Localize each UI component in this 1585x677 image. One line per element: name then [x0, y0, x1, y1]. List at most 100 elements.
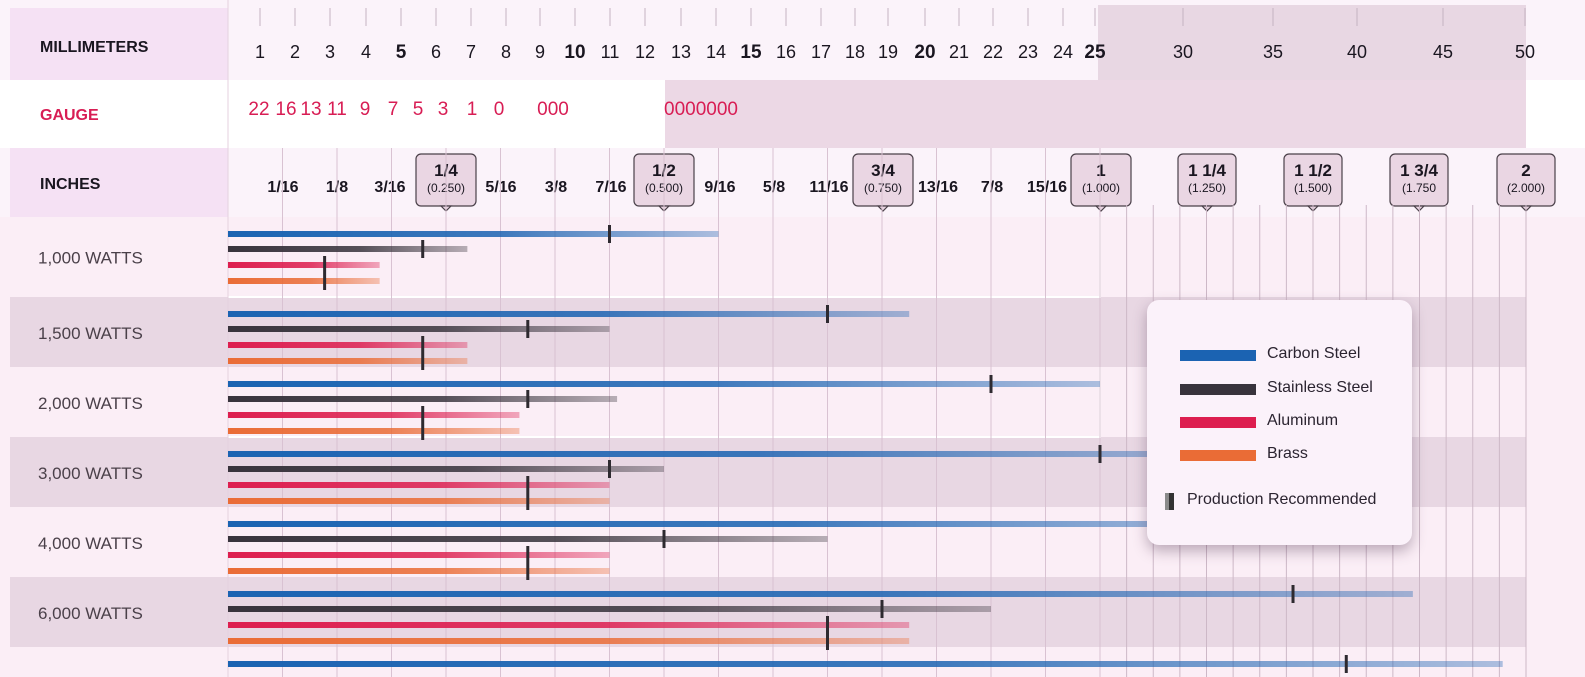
mm-row-label: MILLIMETERS: [40, 39, 149, 56]
bar-stainless-steel: [228, 606, 991, 612]
mm-tick-label: 7: [466, 42, 476, 62]
watt-row-edge: [0, 507, 10, 577]
production-marker-icon: [1165, 493, 1174, 510]
mm-label-cell: [10, 8, 228, 80]
legend-label: Aluminum: [1267, 412, 1339, 429]
bar-aluminum: [228, 622, 910, 628]
gauge-tick-label: 22: [248, 99, 269, 120]
legend-label: Production Recommended: [1187, 491, 1377, 508]
mm-tick-label: 4: [361, 42, 371, 62]
legend-label: Brass: [1267, 445, 1308, 462]
bar-carbon-steel: [228, 451, 1192, 457]
bar-stainless-steel: [228, 246, 468, 252]
inch-tick-label: 3/8: [545, 179, 567, 196]
bar-aluminum: [228, 482, 610, 488]
mm-tick-label: 11: [601, 42, 620, 62]
inch-tick-label: 5/16: [485, 179, 516, 196]
mm-tick-label: 24: [1053, 42, 1073, 62]
gauge-tick-label: 9: [360, 99, 371, 120]
bar-stainless-steel: [228, 326, 610, 332]
mm-tick-label: 9: [535, 42, 545, 62]
legend-label: Carbon Steel: [1267, 345, 1361, 362]
inch-callout-label: 2: [1521, 161, 1530, 180]
mm-tick-label: 3: [325, 42, 335, 62]
mm-tick-label: 17: [811, 42, 831, 62]
inch-callout: 3/4(0.750): [852, 153, 914, 212]
watt-row-label: 6,000 WATTS: [38, 604, 143, 623]
inch-tick-label: 7/16: [595, 179, 626, 196]
mm-tick-label: 23: [1018, 42, 1038, 62]
mm-tick-label: 25: [1084, 42, 1106, 63]
legend-item: Carbon Steel: [1147, 344, 1412, 366]
inch-row-bg: [0, 148, 1585, 217]
bar-brass: [228, 638, 910, 644]
mm-tick-label: 40: [1347, 42, 1367, 62]
mm-tick-label: 20: [914, 42, 935, 63]
inch-tick-label: 7/8: [981, 179, 1003, 196]
inch-callout: 2(2.000): [1496, 153, 1556, 212]
mm-tick-label: 30: [1173, 42, 1193, 62]
watt-row-bg: [10, 217, 1526, 296]
inch-callout-pointer: [1094, 205, 1108, 212]
mm-tick-label: 45: [1433, 42, 1453, 62]
watt-row-edge: [0, 367, 10, 437]
watt-row-label: 4,000 WATTS: [38, 534, 143, 553]
inch-callout-pointer: [876, 205, 890, 212]
mm-tick-label: 50: [1515, 42, 1535, 62]
inch-callout-value: (0.750): [864, 181, 902, 195]
gauge-tick-label: 1: [467, 99, 478, 120]
watt-row-edge: [0, 647, 10, 677]
inch-tick-label: 13/16: [918, 179, 958, 196]
legend-swatch: [1180, 450, 1256, 461]
gauge-tick-label: 000: [537, 99, 569, 120]
mm-tick-label: 8: [501, 42, 511, 62]
bar-brass: [228, 278, 380, 284]
gauge-row-label: GAUGE: [40, 107, 99, 124]
inch-callout: 1 1/2(1.500): [1283, 153, 1343, 212]
gauge-tick-label: 3: [438, 99, 449, 120]
mm-tick-label: 19: [878, 42, 898, 62]
inch-callout-value: (1.500): [1294, 181, 1332, 195]
mm-tick-label: 22: [983, 42, 1003, 62]
bar-carbon-steel: [228, 381, 1100, 387]
gauge-tick-label: 7: [388, 99, 399, 120]
gauge-empty-shade: [665, 80, 1526, 148]
bar-brass: [228, 428, 520, 434]
inch-row-label: INCHES: [40, 176, 101, 193]
gauge-tick-label: 13: [300, 99, 321, 120]
mm-tick-label: 5: [396, 42, 407, 63]
mm-tick-label: 15: [740, 42, 762, 63]
mm-tick-label: 12: [635, 42, 655, 62]
mm-tick-label: 13: [671, 42, 691, 62]
inch-callout-label: 1 1/2: [1294, 161, 1332, 180]
bar-carbon-steel: [228, 591, 1413, 597]
mm-wide-shade: [1098, 5, 1526, 80]
gauge-tick-label: 11: [327, 99, 347, 120]
bar-carbon-steel: [228, 311, 910, 317]
bar-stainless-steel: [228, 536, 828, 542]
legend-item: Stainless Steel: [1147, 378, 1412, 400]
legend-swatch: [1180, 384, 1256, 395]
watt-row-label: 1,000 WATTS: [38, 249, 143, 268]
watt-row-label: 1,500 WATTS: [38, 324, 143, 343]
mm-tick-label: 35: [1263, 42, 1283, 62]
bar-stainless-steel: [228, 466, 664, 472]
bar-carbon-steel: [228, 231, 719, 237]
gauge-tick-label: 0: [494, 99, 505, 120]
inch-callout-label: 3/4: [871, 161, 895, 180]
inch-tick-label: 1/16: [267, 179, 298, 196]
bar-aluminum: [228, 412, 520, 418]
mm-tick-label: 2: [290, 42, 300, 62]
gauge-tick-label: 5: [413, 99, 424, 120]
mm-tick-label: 14: [706, 42, 726, 62]
gauge-tick-label: 16: [275, 99, 296, 120]
bar-brass: [228, 498, 610, 504]
inch-callout: 1 1/4(1.250): [1177, 153, 1237, 212]
mm-tick-label: 1: [255, 42, 265, 62]
inch-callout-value: (1.000): [1082, 181, 1120, 195]
legend-item: Brass: [1147, 444, 1412, 466]
watt-row-label: 3,000 WATTS: [38, 464, 143, 483]
bar-stainless-steel: [228, 396, 618, 402]
bar-aluminum: [228, 552, 610, 558]
inch-tick-label: 9/16: [704, 179, 735, 196]
